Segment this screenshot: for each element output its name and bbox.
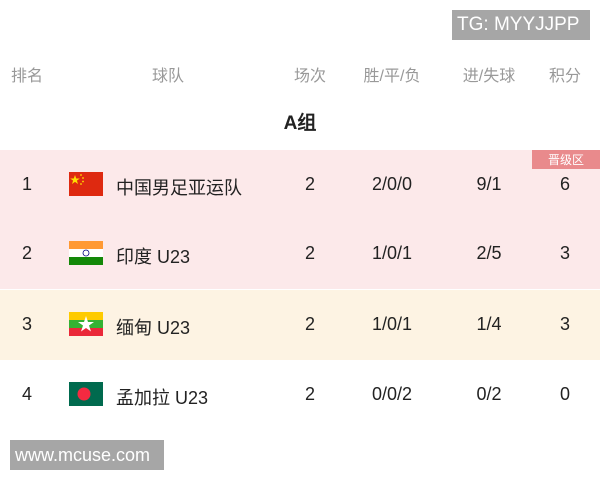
points: 6 [559,174,571,194]
china-flag-icon [69,172,103,196]
goals: 9/1 [476,174,502,194]
watermark-top: TG: MYYJJPP [452,10,590,40]
points: 3 [559,243,571,263]
team-name[interactable]: 中国男足亚运队 [116,178,242,198]
myanmar-flag-icon [69,312,103,336]
goals: 2/5 [476,243,502,263]
table-row[interactable]: 3 缅甸 U23 2 1/0/1 1/4 3 [0,290,600,360]
goals: 1/4 [476,314,502,334]
team-name[interactable]: 孟加拉 U23 [116,388,209,408]
india-flag-icon [69,241,103,265]
table-row[interactable]: 2 印度 U23 2 1/0/1 2/5 3 [0,219,600,289]
rank: 2 [21,243,33,263]
header-team: 球队 [151,68,185,85]
wdl: 1/0/1 [371,243,413,263]
table-row[interactable]: 晋级区 1 中国男足亚运队 2 2/0/0 9/1 6 [0,150,600,220]
rank: 3 [21,314,33,334]
watermark-bottom: www.mcuse.com [10,440,164,470]
wdl: 0/0/2 [371,384,413,404]
wdl: 2/0/0 [371,174,413,194]
played: 2 [304,384,316,404]
points: 3 [559,314,571,334]
header-wdl: 胜/平/负 [363,68,421,85]
played: 2 [304,243,316,263]
table-row[interactable]: 4 孟加拉 U23 2 0/0/2 0/2 0 [0,360,600,430]
header-played: 场次 [293,68,327,85]
header-points: 积分 [548,68,582,85]
bangladesh-flag-icon [69,382,103,406]
wdl: 1/0/1 [371,314,413,334]
team-name[interactable]: 印度 U23 [116,247,191,267]
goals: 0/2 [476,384,502,404]
header-goals: 进/失球 [462,68,516,85]
rank: 4 [21,384,33,404]
rank: 1 [21,174,33,194]
points: 0 [559,384,571,404]
header-rank: 排名 [10,68,44,85]
team-name[interactable]: 缅甸 U23 [116,318,191,338]
qualify-badge: 晋级区 [532,150,600,169]
table-header: 排名 球队 场次 胜/平/负 进/失球 积分 [0,62,600,88]
played: 2 [304,314,316,334]
played: 2 [304,174,316,194]
group-title: A组 [283,113,317,134]
